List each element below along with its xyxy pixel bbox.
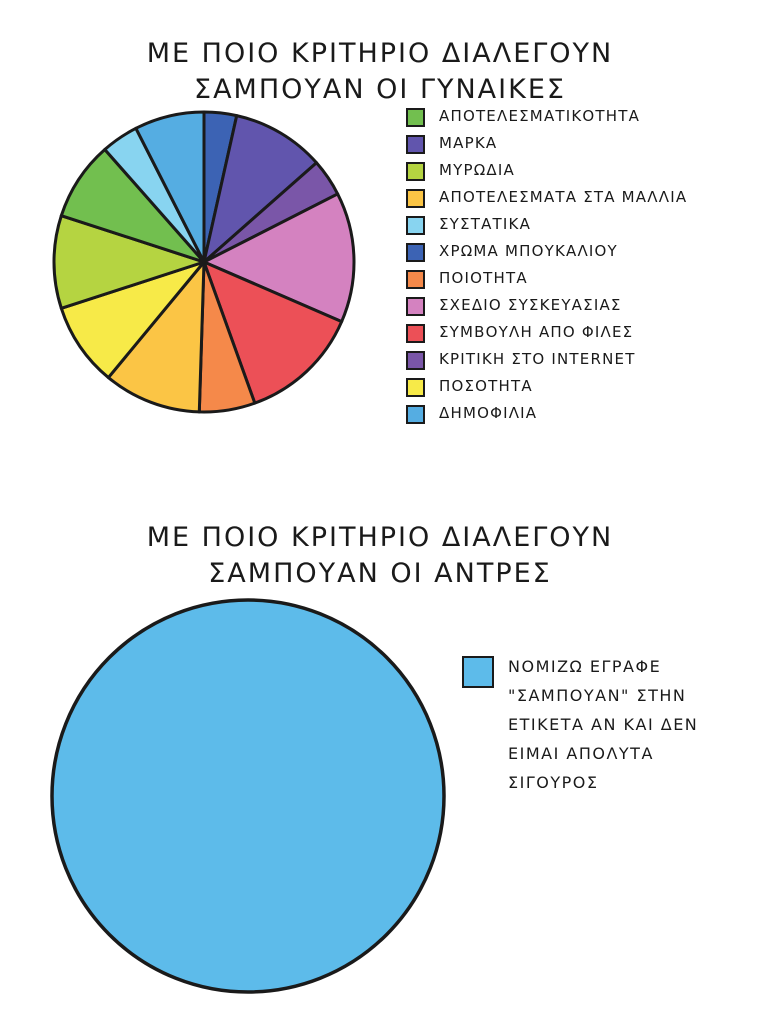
chart-title-line: ΣΑΜΠΟΥΑΝ ΟΙ ΑΝΤΡΕΣ <box>208 558 552 590</box>
legend-swatch <box>406 378 425 397</box>
pie-chart-women <box>52 110 356 414</box>
legend-item: ΚΡΙΤΙΚΗ ΣΤΟ INTERNET <box>406 349 746 376</box>
legend-swatch <box>406 270 425 289</box>
legend-swatch <box>406 108 425 127</box>
legend-item: ΣΥΜΒΟΥΛΗ ΑΠΟ ΦΙΛΕΣ <box>406 322 746 349</box>
legend-label: ΑΠΟΤΕΛΕΣΜΑΤΑ ΣΤΑ ΜΑΛΛΙΑ <box>439 188 688 206</box>
legend-label-line: ΕΙΜΑΙ ΑΠΟΛΥΤΑ <box>508 744 654 763</box>
chart-title-line: ΜΕ ΠΟΙΟ ΚΡΙΤΗΡΙΟ ΔΙΑΛΕΓΟΥΝ <box>146 38 614 70</box>
pie-slice <box>134 110 206 264</box>
legend-item: ΣΥΣΤΑΤΙΚΑ <box>406 214 746 241</box>
legend-swatch <box>406 189 425 208</box>
legend-swatch <box>406 297 425 316</box>
legend-item: ΠΟΣΟΤΗΤΑ <box>406 376 746 403</box>
legend-label-line: ΕΤΙΚΕΤΑ ΑΝ ΚΑΙ ΔΕΝ <box>508 715 699 734</box>
legend-swatch <box>406 135 425 154</box>
legend-swatch <box>406 216 425 235</box>
legend-women: ΑΠΟΤΕΛΕΣΜΑΤΙΚΟΤΗΤΑ ΜΑΡΚΑ ΜΥΡΩΔΙΑ ΑΠΟΤΕΛΕ… <box>406 106 746 430</box>
legend-item: ΜΑΡΚΑ <box>406 133 746 160</box>
legend-label-line: "ΣΑΜΠΟΥΑΝ" ΣΤΗΝ <box>508 686 687 705</box>
legend-swatch <box>406 162 425 181</box>
legend-label-line: ΣΙΓΟΥΡΟΣ <box>508 773 599 792</box>
legend-label: ΔΗΜΟΦΙΛΙΑ <box>439 404 538 422</box>
legend-item: ΣΧΕΔΙΟ ΣΥΣΚΕΥΑΣΙΑΣ <box>406 295 746 322</box>
legend-swatch <box>406 324 425 343</box>
legend-label: ΝΟΜΙΖΩ ΕΓΡΑΦΕ "ΣΑΜΠΟΥΑΝ" ΣΤΗΝ ΕΤΙΚΕΤΑ ΑΝ… <box>508 652 758 797</box>
legend-label: ΣΥΜΒΟΥΛΗ ΑΠΟ ΦΙΛΕΣ <box>439 323 634 341</box>
chart-title-women: ΜΕ ΠΟΙΟ ΚΡΙΤΗΡΙΟ ΔΙΑΛΕΓΟΥΝ ΣΑΜΠΟΥΑΝ ΟΙ Γ… <box>0 36 760 108</box>
pie-slice <box>50 598 446 994</box>
chart-title-line: ΣΑΜΠΟΥΑΝ ΟΙ ΓΥΝΑΙΚΕΣ <box>194 74 566 106</box>
legend-swatch <box>462 656 494 688</box>
legend-label: ΣΧΕΔΙΟ ΣΥΣΚΕΥΑΣΙΑΣ <box>439 296 622 314</box>
legend-label: ΑΠΟΤΕΛΕΣΜΑΤΙΚΟΤΗΤΑ <box>439 107 641 125</box>
pie-slice <box>52 214 206 310</box>
pie-slice <box>202 192 356 324</box>
legend-item: ΠΟΙΟΤΗΤΑ <box>406 268 746 295</box>
pie-slice <box>106 260 206 414</box>
legend-label: ΜΑΡΚΑ <box>439 134 498 152</box>
legend-label: ΠΟΙΟΤΗΤΑ <box>439 269 528 287</box>
legend-label-line: ΝΟΜΙΖΩ ΕΓΡΑΦΕ <box>508 657 662 676</box>
legend-item: ΑΠΟΤΕΛΕΣΜΑΤΙΚΟΤΗΤΑ <box>406 106 746 133</box>
legend-item: ΔΗΜΟΦΙΛΙΑ <box>406 403 746 430</box>
legend-item: ΜΥΡΩΔΙΑ <box>406 160 746 187</box>
chart-title-men: ΜΕ ΠΟΙΟ ΚΡΙΤΗΡΙΟ ΔΙΑΛΕΓΟΥΝ ΣΑΜΠΟΥΑΝ ΟΙ Α… <box>0 520 760 592</box>
legend-label: ΜΥΡΩΔΙΑ <box>439 161 515 179</box>
pie-chart-men <box>50 598 446 994</box>
legend-label: ΠΟΣΟΤΗΤΑ <box>439 377 533 395</box>
pie-slice <box>202 260 344 405</box>
legend-swatch <box>406 405 425 424</box>
legend-swatch <box>406 243 425 262</box>
legend-label: ΚΡΙΤΙΚΗ ΣΤΟ INTERNET <box>439 350 636 368</box>
legend-swatch <box>406 351 425 370</box>
pie-slice <box>202 114 319 264</box>
legend-item: ΧΡΩΜΑ ΜΠΟΥΚΑΛΙΟΥ <box>406 241 746 268</box>
legend-label: ΧΡΩΜΑ ΜΠΟΥΚΑΛΙΟΥ <box>439 242 618 260</box>
legend-label: ΣΥΣΤΑΤΙΚΑ <box>439 215 532 233</box>
pie-slice <box>59 260 206 380</box>
chart-title-line: ΜΕ ΠΟΙΟ ΚΡΙΤΗΡΙΟ ΔΙΑΛΕΓΟΥΝ <box>146 522 614 554</box>
legend-item: ΑΠΟΤΕΛΕΣΜΑΤΑ ΣΤΑ ΜΑΛΛΙΑ <box>406 187 746 214</box>
